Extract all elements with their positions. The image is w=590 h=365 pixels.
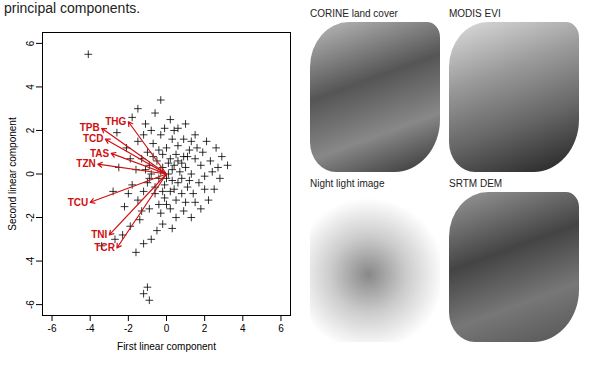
svg-text:TCU: TCU	[68, 197, 89, 208]
svg-text:TNI: TNI	[91, 229, 107, 240]
svg-text:-6: -6	[25, 300, 36, 309]
svg-text:Second linear component: Second linear component	[7, 117, 18, 231]
html-text:Night light image: Night light image	[310, 178, 385, 189]
svg-text:TCD: TCD	[83, 133, 104, 144]
svg-text:4: 4	[25, 84, 36, 90]
svg-text:-2: -2	[25, 213, 36, 222]
svg-text:TPB: TPB	[80, 122, 100, 133]
svg-text:TCR: TCR	[94, 242, 115, 253]
html-text:MODIS EVI: MODIS EVI	[449, 8, 501, 19]
svg-text:THG: THG	[105, 116, 126, 127]
svg-text:4: 4	[240, 323, 246, 334]
svg-text:-2: -2	[124, 323, 133, 334]
html-text:CORINE land cover: CORINE land cover	[310, 8, 398, 19]
svg-text:0: 0	[25, 171, 36, 177]
svg-text:2: 2	[202, 323, 208, 334]
svg-text:-4: -4	[86, 323, 95, 334]
svg-text:6: 6	[25, 40, 36, 46]
html-text:principal components.: principal components.	[4, 0, 141, 16]
html-text:SRTM DEM: SRTM DEM	[449, 178, 503, 189]
svg-text:TAS: TAS	[90, 148, 110, 159]
svg-text:-6: -6	[48, 323, 57, 334]
svg-text:-4: -4	[25, 256, 36, 265]
svg-text:First linear component: First linear component	[117, 341, 216, 352]
svg-text:2: 2	[25, 127, 36, 133]
svg-text:6: 6	[278, 323, 284, 334]
svg-text:0: 0	[164, 323, 170, 334]
svg-text:TZN: TZN	[76, 158, 95, 169]
